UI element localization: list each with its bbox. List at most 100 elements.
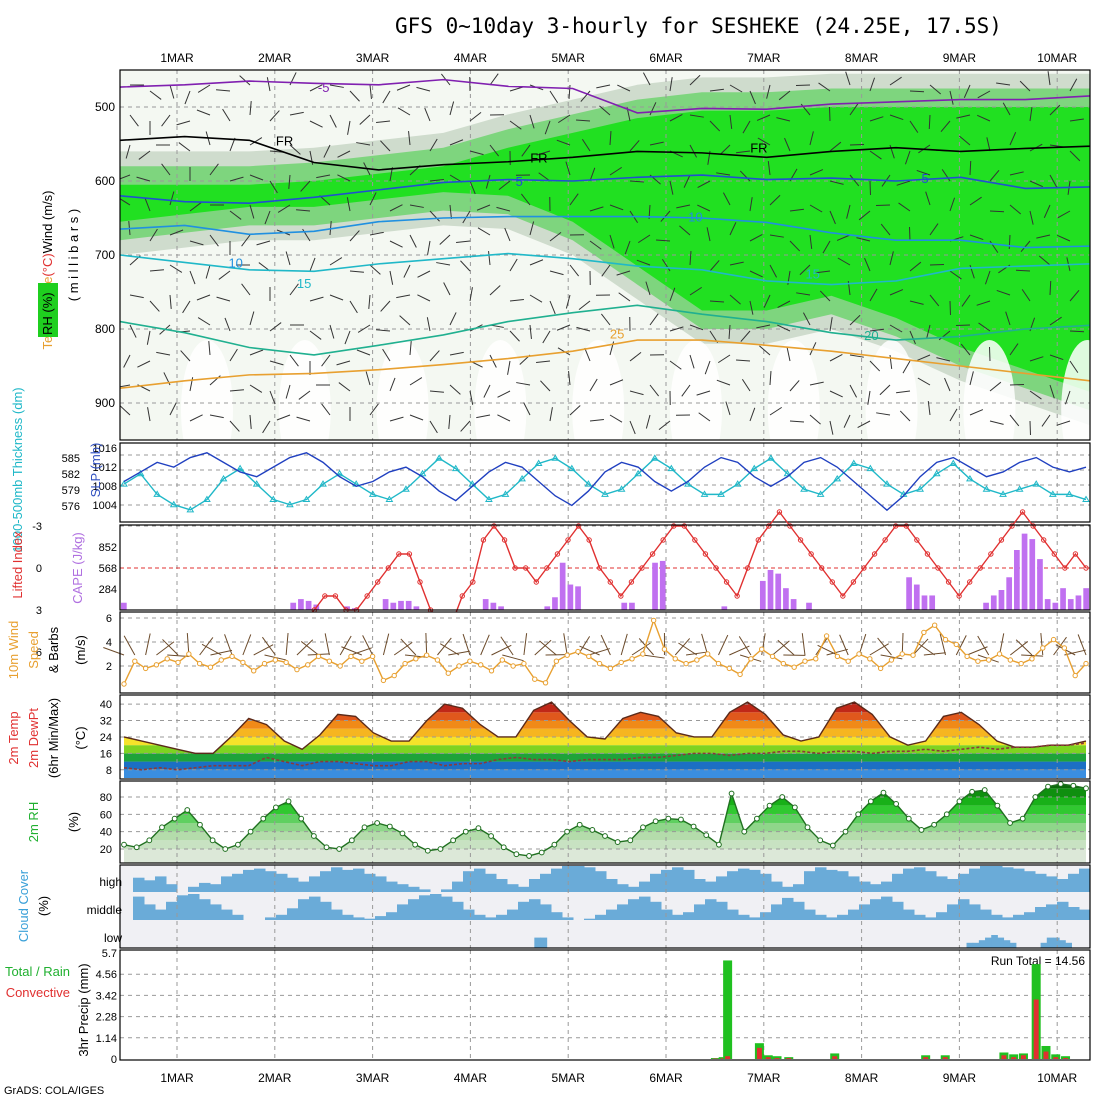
y-tick-label: 500 <box>95 100 115 114</box>
wind-barb <box>858 210 871 221</box>
wind-barb-10m <box>502 654 524 662</box>
rh-point <box>893 801 900 807</box>
wind-barb <box>1036 234 1051 239</box>
cape-bar <box>983 602 989 610</box>
panel-frame <box>119 524 1091 611</box>
wind-speed-point <box>1029 656 1035 662</box>
wind-barb <box>836 234 851 241</box>
wind-barb <box>916 169 931 176</box>
rh-point <box>905 815 912 822</box>
wind-barb-10m <box>145 633 151 656</box>
rh-point <box>779 794 786 800</box>
wind-barb-10m <box>839 634 849 656</box>
wind-barb <box>1056 420 1071 426</box>
slp-thickness-panel: 585 582 579 576 1016 1012 1008 1004 1000-500mb T… <box>10 387 1091 553</box>
thickness-point <box>335 469 344 477</box>
wind-barb <box>483 384 491 398</box>
wind-barb <box>289 111 304 116</box>
wind-speed-point <box>586 653 592 660</box>
wind-barb <box>429 350 440 362</box>
rh-point <box>159 824 165 831</box>
wind-barb <box>669 77 673 92</box>
wind-barb <box>329 114 337 128</box>
wind-barb-10m <box>772 640 790 656</box>
x-tick-label-bottom: 8MAR <box>845 1071 879 1085</box>
cloud-cell <box>1035 907 1047 920</box>
thickness-point <box>169 500 178 508</box>
cloud-cell <box>1035 873 1047 892</box>
precip-conv-bar <box>774 1058 780 1059</box>
isotherm-line <box>120 174 1090 205</box>
cloud-cell <box>210 904 222 920</box>
cloud-cell <box>507 909 519 920</box>
cloud-cell <box>1079 909 1091 920</box>
precip-tick: 0 <box>111 1054 117 1066</box>
li-point <box>840 593 846 599</box>
wind-barb <box>568 84 571 100</box>
wind-barb <box>504 227 511 242</box>
wind-barb <box>529 221 535 236</box>
cloud-cell <box>496 879 508 892</box>
wind-barb-10m <box>425 632 428 656</box>
li-point <box>660 537 666 543</box>
precip-conv-bar <box>1053 1057 1059 1059</box>
panel-frame <box>119 442 1091 523</box>
cape-bar <box>390 602 397 610</box>
wind-speed-point <box>964 653 970 660</box>
cloud-cell <box>1046 904 1058 920</box>
thickness-point <box>684 480 692 487</box>
wind-barb <box>359 114 371 125</box>
cloud-cell <box>386 881 398 892</box>
wind-speed-point <box>759 646 765 652</box>
rh-point <box>298 815 305 822</box>
cloud-cell <box>997 937 1005 948</box>
wind-speed-point <box>456 663 462 669</box>
rh-point <box>500 844 507 851</box>
li-point <box>998 537 1005 543</box>
cape-bar <box>1060 588 1066 610</box>
cloud-cell <box>617 884 629 892</box>
cloud-cell <box>848 876 860 892</box>
wind-barb <box>989 381 1002 392</box>
wind-barb <box>989 169 1000 182</box>
wind-barb-10m <box>300 641 319 656</box>
cloud-cell <box>859 881 871 892</box>
li-point <box>459 593 465 599</box>
cloud-cell <box>386 912 398 920</box>
wind-barb <box>1029 107 1033 122</box>
thickness-point <box>319 480 327 487</box>
cape-bar <box>759 580 766 610</box>
cloud-cell <box>760 912 772 920</box>
wind-barb <box>660 210 671 222</box>
rh-point <box>602 833 608 839</box>
wind-barb <box>749 197 753 212</box>
wind-barb-10m <box>678 642 698 656</box>
wind-barb <box>996 82 1011 86</box>
thickness-point <box>1015 485 1024 492</box>
wind-barb <box>709 260 720 272</box>
wind-speed-point <box>1050 636 1057 643</box>
cape-bar <box>405 600 412 610</box>
cloud-cell <box>1013 914 1025 920</box>
rh-tick: 40 <box>100 827 112 839</box>
temp-band <box>124 769 1086 778</box>
thickness-point <box>1048 490 1057 497</box>
cloud-cell <box>870 899 882 920</box>
wind-barb <box>1057 210 1071 219</box>
rh-tick: 80 <box>100 792 112 804</box>
cloud-cell <box>837 914 849 920</box>
li-point <box>586 537 592 543</box>
wind-barb <box>249 137 263 146</box>
wind-barb <box>389 270 394 285</box>
wind-barb <box>1049 280 1052 296</box>
cloud-cell <box>232 873 244 892</box>
cloud-cell <box>298 881 310 892</box>
rh-point <box>260 815 267 822</box>
wind-speed-point <box>132 658 138 664</box>
wind-barb <box>986 137 991 152</box>
wind-speed-point <box>196 660 203 667</box>
wind-barb <box>689 114 704 118</box>
wind-barb <box>829 141 842 152</box>
cloud-cell <box>188 886 200 892</box>
isotherm-label: FR <box>750 141 767 156</box>
